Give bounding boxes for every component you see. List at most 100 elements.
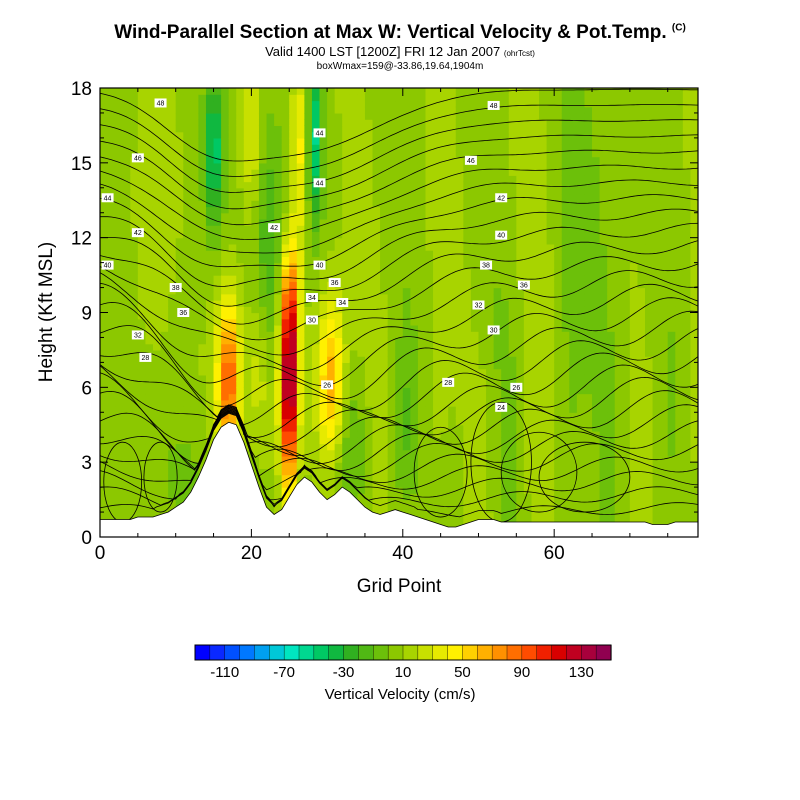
field-cell (576, 468, 586, 476)
field-cell (417, 406, 427, 413)
field-cell (304, 212, 313, 220)
field-cell (463, 225, 472, 233)
field-cell (243, 418, 252, 426)
field-cell (327, 387, 336, 395)
field-cell (546, 306, 555, 314)
field-cell (205, 237, 215, 245)
field-cell (342, 243, 351, 251)
field-cell (122, 125, 131, 133)
field-cell (425, 455, 434, 463)
field-cell (160, 181, 169, 189)
field-cell (100, 306, 109, 314)
field-cell (319, 474, 328, 482)
field-cell (122, 474, 131, 482)
field-cell (433, 324, 442, 332)
field-cell (463, 362, 472, 370)
field-cell (433, 119, 442, 127)
field-cell (486, 231, 495, 239)
field-cell (107, 243, 116, 251)
field-cell (493, 505, 502, 513)
field-cell (417, 218, 427, 226)
field-cell (584, 306, 593, 314)
field-cell (100, 449, 109, 457)
field-cell (523, 206, 533, 214)
field-cell (501, 393, 510, 401)
field-cell (311, 443, 321, 451)
field-cell (425, 187, 434, 195)
field-cell (160, 318, 169, 326)
field-cell (311, 468, 321, 476)
field-cell (205, 212, 215, 220)
field-cell (387, 468, 396, 476)
field-cell (440, 362, 449, 370)
field-cell (319, 430, 328, 438)
field-cell (614, 287, 623, 295)
field-cell (607, 493, 616, 501)
field-cell (258, 106, 268, 114)
field-cell (122, 231, 131, 239)
field-cell (160, 237, 169, 245)
field-cell (584, 312, 593, 320)
field-cell (327, 468, 336, 476)
field-cell (569, 449, 578, 457)
field-cell (614, 443, 623, 451)
field-cell (531, 387, 540, 395)
field-cell (183, 343, 192, 351)
field-cell (205, 150, 215, 158)
field-cell (342, 387, 351, 395)
field-cell (342, 455, 351, 463)
field-cell (205, 125, 215, 133)
field-cell (236, 112, 245, 120)
field-cell (281, 137, 290, 145)
field-cell (319, 293, 328, 301)
subtitle-tag: (ohrTcst) (503, 49, 535, 58)
field-cell (137, 94, 147, 102)
field-cell (281, 287, 290, 295)
field-cell (607, 462, 616, 470)
field-cell (100, 512, 109, 519)
field-cell (546, 181, 555, 189)
field-cell (622, 412, 631, 420)
field-cell (561, 468, 570, 476)
field-cell (364, 225, 374, 233)
field-cell (251, 119, 260, 127)
field-cell (221, 256, 230, 264)
field-cell (440, 100, 449, 108)
field-cell (327, 243, 336, 251)
field-cell (221, 106, 230, 114)
field-cell (387, 349, 396, 357)
field-cell (100, 437, 109, 445)
field-cell (410, 137, 419, 145)
field-cell (327, 374, 336, 382)
field-cell (599, 318, 608, 326)
field-cell (569, 194, 578, 201)
field-cell (107, 237, 116, 245)
field-cell (599, 424, 608, 432)
field-cell (523, 100, 533, 108)
field-cell (433, 293, 442, 301)
field-cell (425, 100, 434, 108)
field-cell (410, 349, 419, 357)
field-cell (236, 94, 245, 102)
field-cell (425, 200, 434, 208)
field-cell (387, 162, 396, 170)
field-cell (478, 381, 487, 388)
field-cell (478, 144, 487, 151)
field-cell (342, 250, 351, 257)
field-cell (228, 212, 237, 220)
field-cell (478, 268, 487, 276)
field-cell (190, 331, 200, 339)
field-cell (395, 343, 404, 351)
field-cell (478, 468, 487, 476)
field-cell (236, 119, 245, 127)
field-cell (258, 312, 268, 320)
field-cell (486, 387, 495, 395)
field-cell (402, 300, 411, 307)
field-cell (342, 256, 351, 264)
field-cell (152, 324, 162, 332)
field-cell (251, 231, 260, 239)
field-cell (258, 424, 268, 432)
field-cell (168, 455, 177, 463)
field-cell (183, 480, 192, 488)
field-cell (402, 243, 411, 251)
